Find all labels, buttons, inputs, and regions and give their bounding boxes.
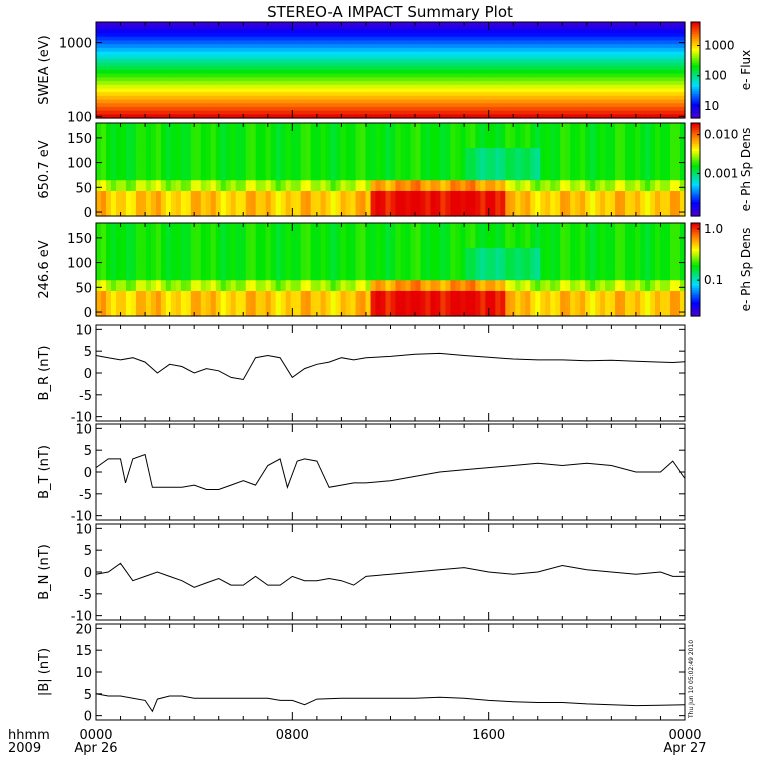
y-tick-label: 15 [75, 644, 92, 659]
y-tick-label: 0 [84, 566, 92, 581]
panel-3: 0.1 1.0 e- Ph Sp Dens 0 50 100 150 246.6 eV [37, 222, 753, 321]
panel-2: 0.001 0.010 e- Ph Sp Dens 0 50 100 150 650.7 eV [37, 122, 753, 221]
y-tick-label: 0 [84, 306, 92, 321]
series-line [95, 693, 686, 713]
y-axis-label: |B| (nT) [37, 648, 52, 696]
panel-frame [95, 423, 686, 521]
spectrogram-cells [96, 123, 686, 217]
y-tick-label: 0 [84, 206, 92, 221]
colorbar-frame [690, 222, 701, 317]
y-tick-label: 5 [84, 444, 92, 459]
y-tick-label: 20 [75, 622, 92, 637]
colorbar: 10 100 1000 e- Flux [690, 21, 753, 119]
colorbar-tick-label: 0.1 [704, 273, 723, 287]
y-tick-label: 50 [75, 281, 92, 296]
y-tick-label: -5 [79, 588, 92, 603]
y-tick-label: 10 [75, 666, 92, 681]
colorbar-label: e- Ph Sp Dens [739, 228, 753, 312]
time-tick-label: 1600 [472, 728, 505, 743]
y-tick-label: -10 [71, 610, 92, 625]
y-axis-label: 246.6 eV [37, 240, 52, 298]
y-tick-label: 0 [84, 710, 92, 725]
colorbar: 0.001 0.010 e- Ph Sp Dens [690, 122, 753, 217]
colorbar-tick-label: 1000 [704, 39, 735, 53]
y-tick-label: 100 [67, 257, 92, 272]
panel-5: -10 -5 0 5 10 B_T (nT) [37, 422, 686, 525]
y-tick-label: -10 [71, 510, 92, 525]
y-tick-label: -5 [79, 488, 92, 503]
colorbar-tick-label: 1.0 [704, 222, 723, 236]
panel-frame [95, 623, 686, 721]
spectrogram-cells [96, 22, 686, 119]
y-axis-label: SWEA (eV) [37, 35, 52, 104]
y-tick-label: 0 [84, 367, 92, 382]
y-tick-label: 0 [84, 466, 92, 481]
time-axis-label: hhmm [8, 728, 50, 743]
y-tick-label: 10 [75, 522, 92, 537]
panel-7: 0 5 10 15 20 |B| (nT) [37, 622, 686, 725]
y-axis-label: B_R (nT) [37, 346, 52, 401]
series-line [95, 562, 685, 588]
colorbar-tick-label: 0.010 [704, 128, 738, 142]
colorbar-frame [690, 21, 701, 119]
y-tick-label: 100 [67, 157, 92, 172]
y-axis-label: B_T (nT) [37, 445, 52, 499]
y-tick-label: 10 [75, 323, 92, 338]
y-tick-label: 10 [75, 422, 92, 437]
y-tick-label: 150 [67, 232, 92, 247]
time-tick-date: Apr 26 [74, 741, 117, 756]
panel-6: -10 -5 0 5 10 B_N (nT) [37, 522, 686, 625]
y-tick-label: 5 [84, 688, 92, 703]
time-tick-label: 0000 [668, 728, 701, 743]
colorbar-label: e- Flux [739, 50, 753, 90]
panel-frame [95, 324, 686, 422]
panel-4: -10 -5 0 5 10 B_R (nT) [37, 323, 686, 426]
colorbar-tick-label: 10 [704, 99, 719, 113]
colorbar-tick-label: 0.001 [704, 166, 738, 180]
time-tick-label: 0800 [276, 728, 309, 743]
series-line [95, 352, 686, 381]
y-tick-label: 1000 [59, 37, 92, 52]
y-tick-label: 5 [84, 345, 92, 360]
colorbar: 0.1 1.0 e- Ph Sp Dens [690, 222, 753, 317]
y-tick-label: 5 [84, 544, 92, 559]
y-axis-label: B_N (nT) [37, 544, 52, 600]
timestamp-stamp: Thu Jun 10 05:02:49 2010 [688, 640, 695, 719]
time-axis-year: 2009 [8, 741, 41, 756]
colorbar-frame [690, 122, 701, 217]
colorbar-label: e- Ph Sp Dens [739, 128, 753, 212]
time-tick-date: Apr 27 [663, 741, 706, 756]
plot-title: STEREO-A IMPACT Summary Plot [267, 3, 513, 21]
y-tick-label: 150 [67, 132, 92, 147]
y-tick-label: 50 [75, 181, 92, 196]
panel-1: 10 100 1000 e- Flux 100 1000 SWEA (eV) [37, 21, 753, 125]
spectrogram-cells [96, 223, 686, 317]
panel-frame [95, 523, 686, 621]
y-tick-label: 100 [67, 110, 92, 125]
y-tick-label: -10 [71, 411, 92, 426]
colorbar-tick-label: 100 [704, 69, 727, 83]
y-tick-label: -5 [79, 389, 92, 404]
y-axis-label: 650.7 eV [37, 140, 52, 198]
time-tick-label: 0000 [79, 728, 112, 743]
series-line [95, 453, 686, 490]
